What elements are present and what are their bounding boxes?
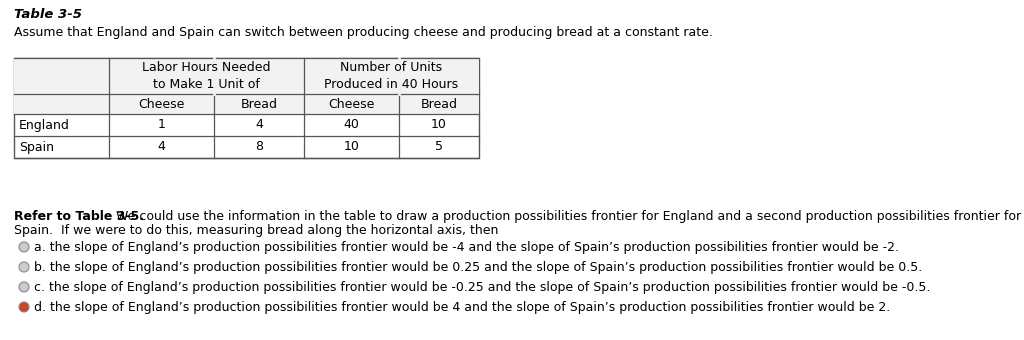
Text: a. the slope of England’s production possibilities frontier would be -4 and the : a. the slope of England’s production pos… [34,240,899,254]
Circle shape [19,302,29,312]
Text: Bread: Bread [241,98,278,111]
Circle shape [19,282,29,292]
Text: Spain.  If we were to do this, measuring bread along the horizontal axis, then: Spain. If we were to do this, measuring … [14,224,499,237]
Text: Spain: Spain [19,140,54,153]
Circle shape [19,242,29,252]
Text: Number of Units
Produced in 40 Hours: Number of Units Produced in 40 Hours [325,61,459,91]
Text: 4: 4 [158,140,166,153]
Text: Table 3-5: Table 3-5 [14,8,82,21]
Text: Assume that England and Spain can switch between producing cheese and producing : Assume that England and Spain can switch… [14,26,713,39]
Text: Cheese: Cheese [138,98,184,111]
Text: 5: 5 [435,140,443,153]
Text: 10: 10 [344,140,359,153]
Text: b. the slope of England’s production possibilities frontier would be 0.25 and th: b. the slope of England’s production pos… [34,260,923,273]
Text: Labor Hours Needed
to Make 1 Unit of: Labor Hours Needed to Make 1 Unit of [142,61,270,91]
Text: We could use the information in the table to draw a production possibilities fro: We could use the information in the tabl… [112,210,1021,223]
Text: c. the slope of England’s production possibilities frontier would be -0.25 and t: c. the slope of England’s production pos… [34,280,931,293]
Text: Cheese: Cheese [329,98,375,111]
Text: d. the slope of England’s production possibilities frontier would be 4 and the s: d. the slope of England’s production pos… [34,301,890,313]
Text: 10: 10 [431,119,446,132]
Bar [14,94,479,114]
Bar [14,58,479,94]
Text: 8: 8 [255,140,263,153]
Bar [14,58,479,158]
Text: 1: 1 [158,119,166,132]
Circle shape [19,262,29,272]
Text: England: England [19,119,70,132]
Text: 40: 40 [344,119,359,132]
Text: 4: 4 [255,119,263,132]
Text: Refer to Table 3-5.: Refer to Table 3-5. [14,210,144,223]
Text: Bread: Bread [421,98,458,111]
